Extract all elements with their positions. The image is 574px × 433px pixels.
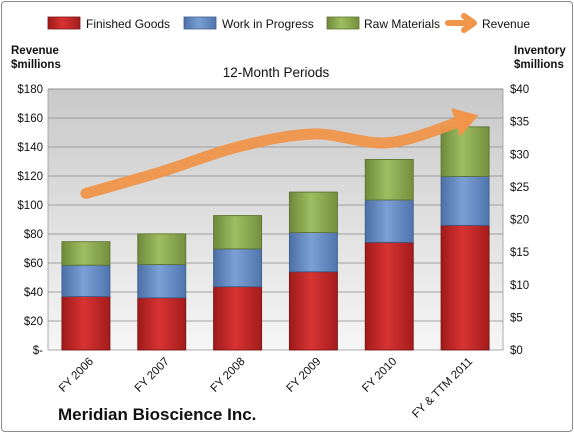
bar-work-in-progress bbox=[364, 199, 414, 243]
left-tick-label: $140 bbox=[17, 142, 43, 154]
bar-raw-materials bbox=[61, 241, 111, 266]
bar-work-in-progress bbox=[137, 264, 187, 299]
company-name: Meridian Bioscience Inc. bbox=[58, 405, 256, 424]
legend-label-raw-materials: Raw Materials bbox=[364, 17, 440, 31]
right-tick-label: $35 bbox=[510, 117, 529, 129]
bar-raw-materials bbox=[213, 215, 263, 250]
right-tick-label: $0 bbox=[510, 345, 523, 357]
left-axis-ticks: $- $20 $40 $60 $80 $100 $120 $140 $160 $180 bbox=[17, 84, 43, 357]
left-tick-label: $20 bbox=[24, 316, 43, 328]
legend-label-finished-goods: Finished Goods bbox=[86, 17, 170, 31]
plot-title: 12-Month Periods bbox=[223, 65, 330, 80]
left-tick-label: $60 bbox=[24, 258, 43, 270]
right-tick-label: $25 bbox=[510, 182, 529, 194]
bar-finished-goods bbox=[137, 297, 187, 351]
legend-swatch-finished-goods bbox=[47, 16, 81, 30]
left-axis-title-line2: $millions bbox=[11, 59, 61, 71]
left-tick-label: $120 bbox=[17, 171, 43, 183]
revenue-line-group bbox=[80, 108, 479, 199]
legend-item-work-in-progress: Work in Progress bbox=[183, 16, 314, 31]
bar-finished-goods bbox=[288, 271, 338, 351]
left-tick-label: $40 bbox=[24, 287, 43, 299]
bar-finished-goods bbox=[213, 286, 263, 351]
legend-item-raw-materials: Raw Materials bbox=[326, 16, 440, 31]
right-axis-ticks: $0 $5 $10 $15 $20 $25 $30 $35 $40 bbox=[510, 84, 529, 357]
x-tick-label: FY 2008 bbox=[209, 356, 248, 395]
legend-item-finished-goods: Finished Goods bbox=[47, 16, 170, 31]
legend-label-work-in-progress: Work in Progress bbox=[222, 17, 314, 31]
revenue-arrowhead bbox=[451, 108, 479, 137]
bar-work-in-progress bbox=[440, 175, 490, 226]
left-tick-label: $- bbox=[33, 345, 43, 357]
bar-finished-goods bbox=[364, 241, 414, 351]
legend-item-revenue: Revenue bbox=[445, 13, 530, 33]
right-axis-title-line1: Inventory bbox=[514, 45, 566, 57]
legend: Finished Goods Work in Progress Raw Mate… bbox=[47, 13, 530, 33]
x-tick-label: FY 2006 bbox=[57, 356, 96, 395]
legend-label-revenue: Revenue bbox=[482, 17, 530, 31]
left-tick-label: $160 bbox=[17, 113, 43, 125]
right-axis-title-line2: $millions bbox=[514, 59, 564, 71]
bar-raw-materials bbox=[137, 233, 187, 265]
revenue-line bbox=[80, 113, 471, 199]
left-tick-label: $80 bbox=[24, 229, 43, 241]
bar-work-in-progress bbox=[213, 248, 263, 288]
left-tick-label: $100 bbox=[17, 200, 43, 212]
right-tick-label: $40 bbox=[510, 84, 529, 96]
grid-lines bbox=[48, 88, 503, 322]
bar-raw-materials bbox=[288, 191, 338, 234]
x-tick-label: FY 2007 bbox=[133, 356, 172, 395]
x-tick-label: FY & TTM 2011 bbox=[410, 356, 475, 421]
left-axis-title-line1: Revenue bbox=[11, 45, 59, 57]
right-tick-label: $20 bbox=[510, 215, 529, 227]
legend-swatch-raw-materials bbox=[326, 16, 360, 30]
left-tick-label: $180 bbox=[17, 84, 43, 96]
legend-swatch-revenue bbox=[445, 13, 477, 33]
right-tick-label: $30 bbox=[510, 149, 529, 161]
bar-finished-goods bbox=[61, 296, 111, 351]
right-tick-label: $10 bbox=[510, 280, 529, 292]
x-tick-label: FY 2009 bbox=[284, 356, 323, 395]
bar-raw-materials bbox=[440, 126, 490, 177]
bar-raw-materials bbox=[364, 159, 414, 201]
right-tick-label: $5 bbox=[510, 312, 523, 324]
x-tick-label: FY 2010 bbox=[360, 356, 399, 395]
bar-finished-goods bbox=[440, 224, 490, 351]
bars-group bbox=[61, 126, 490, 351]
bar-work-in-progress bbox=[61, 264, 111, 297]
bar-work-in-progress bbox=[288, 232, 338, 273]
right-tick-label: $15 bbox=[510, 247, 529, 259]
legend-swatch-work-in-progress bbox=[183, 16, 217, 30]
